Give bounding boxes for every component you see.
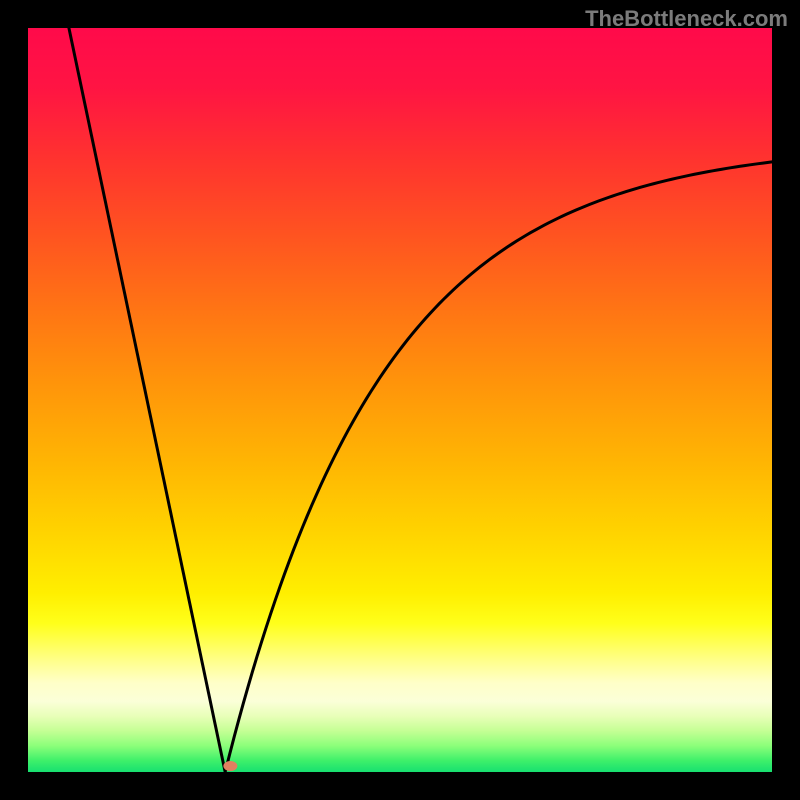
chart-container: TheBottleneck.com	[0, 0, 800, 800]
watermark-text: TheBottleneck.com	[585, 6, 788, 32]
bottleneck-chart	[0, 0, 800, 800]
plot-background	[28, 28, 772, 772]
minimum-marker	[223, 761, 237, 771]
